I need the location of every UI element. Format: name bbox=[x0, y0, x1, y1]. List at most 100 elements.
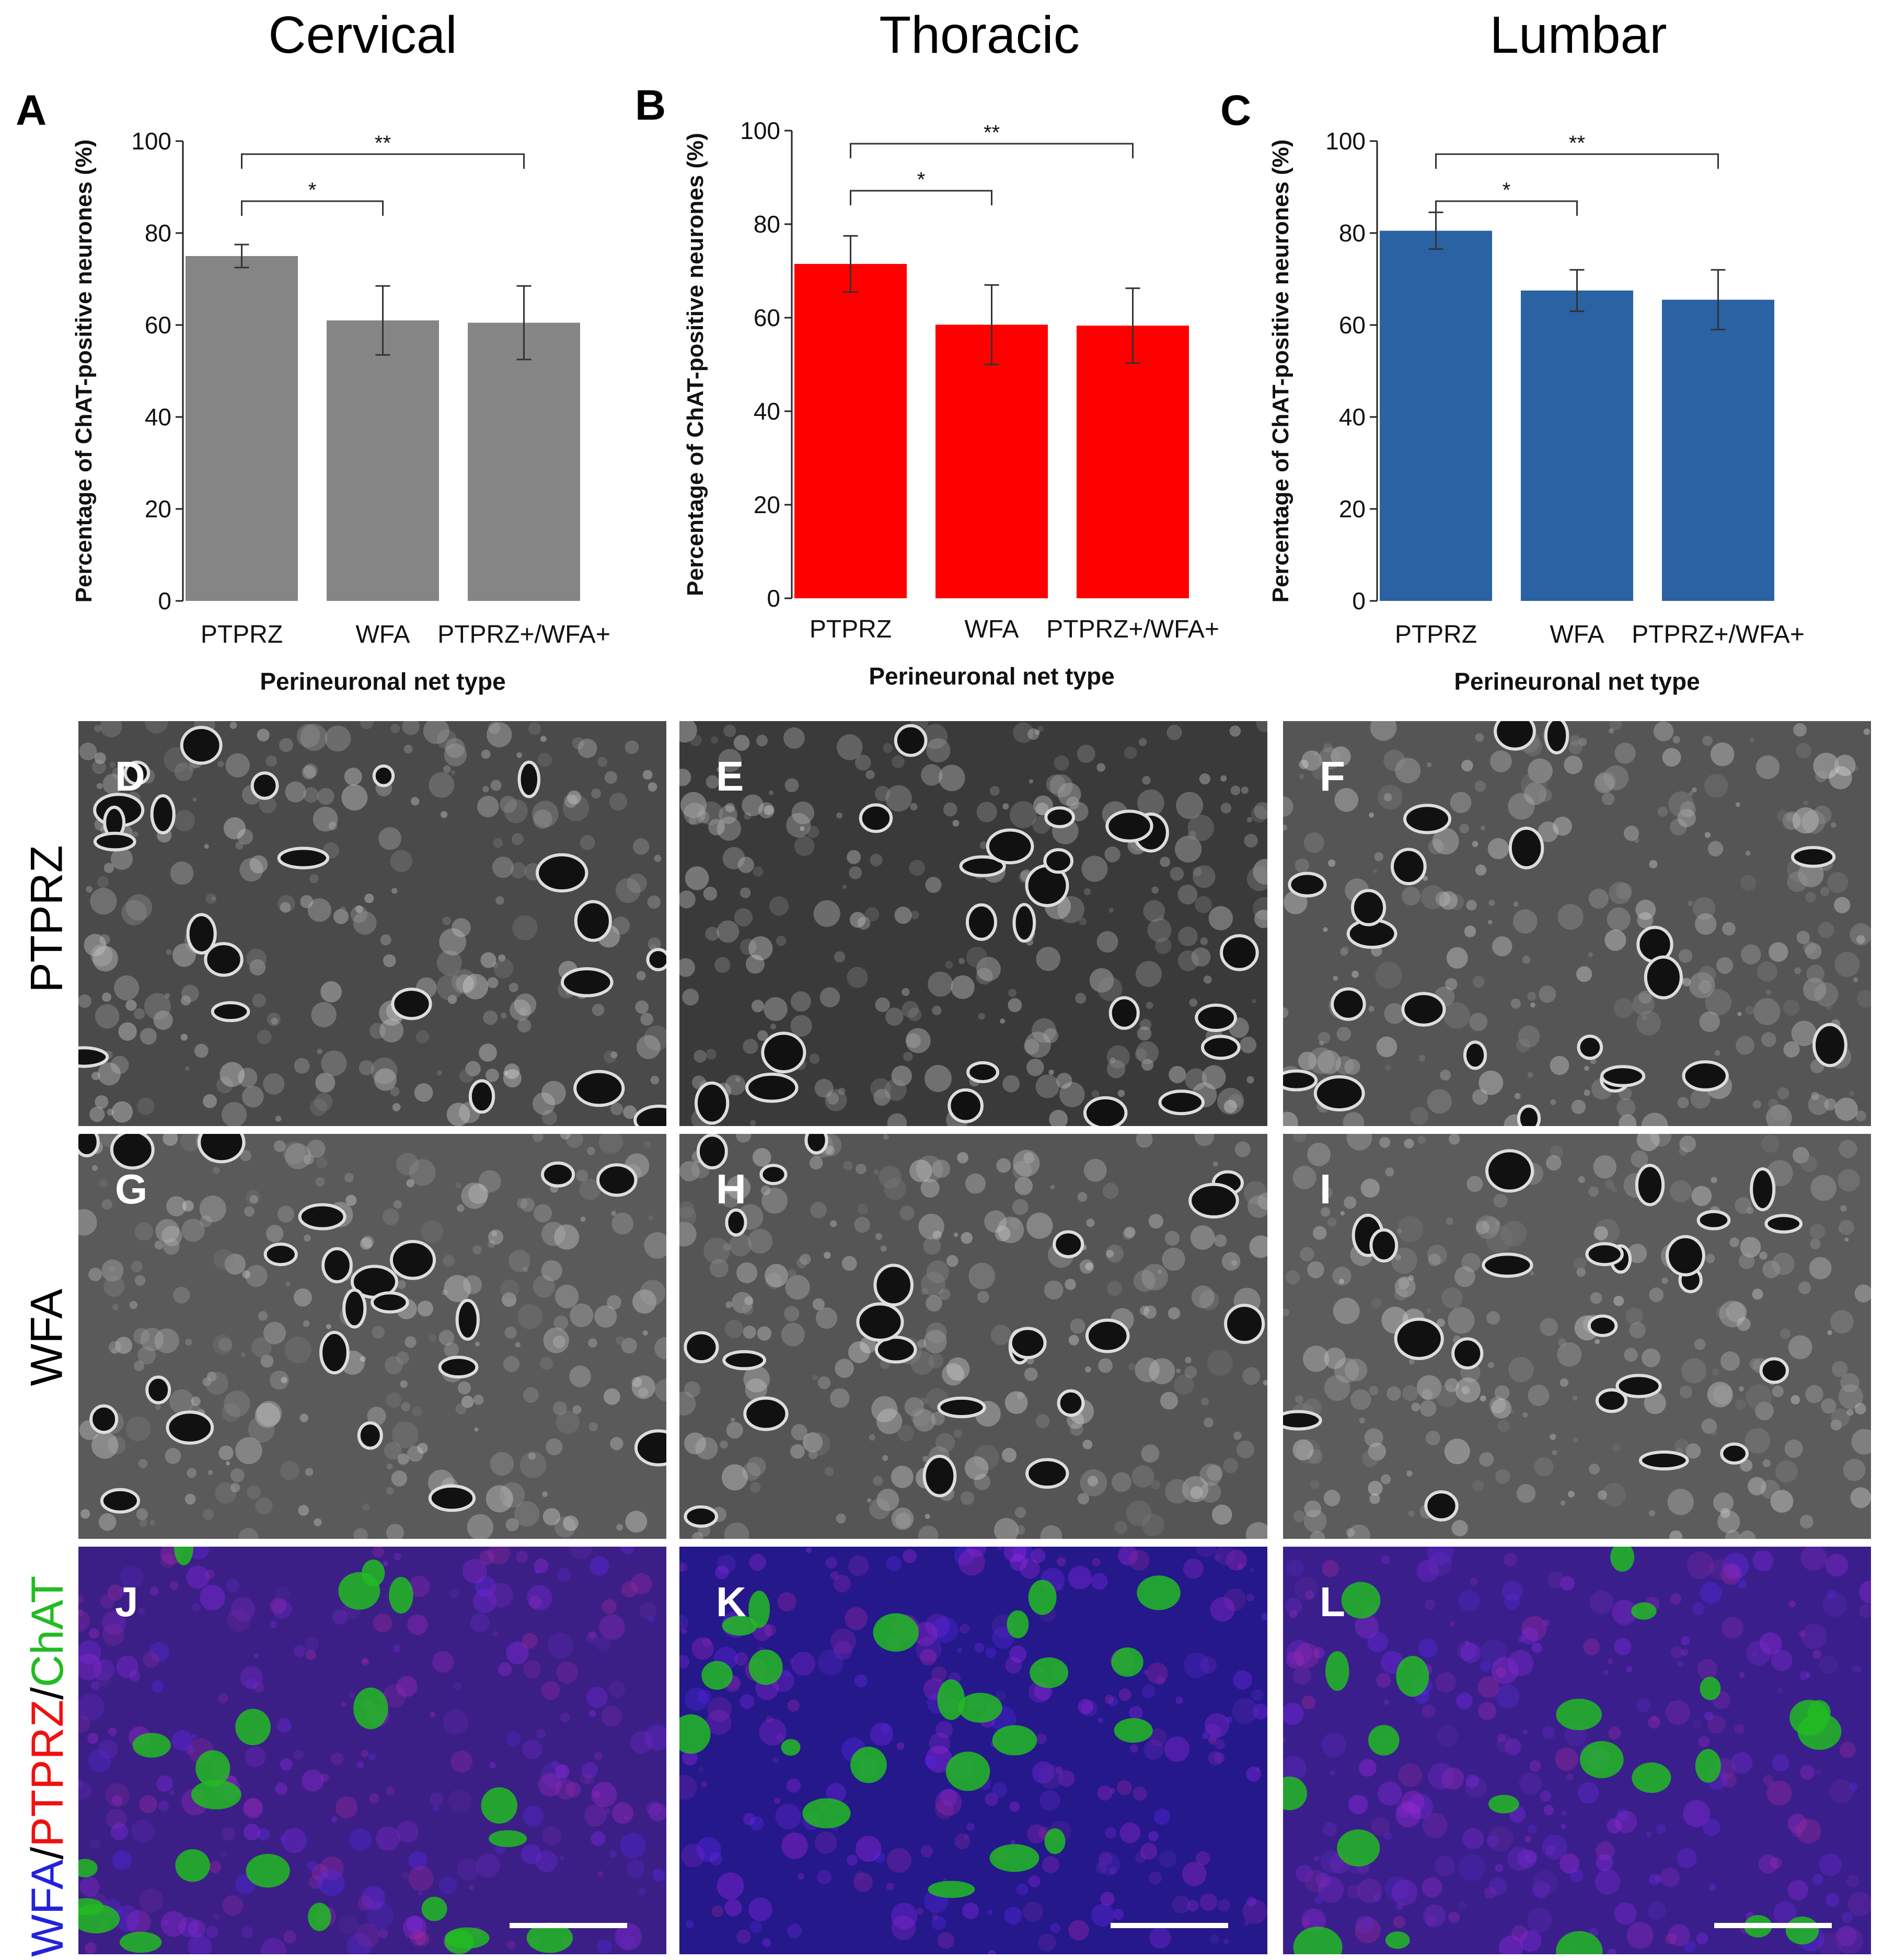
texture-speck bbox=[429, 1334, 436, 1342]
texture-speck bbox=[160, 1552, 175, 1568]
texture-speck bbox=[386, 1787, 395, 1795]
cell-soma bbox=[1188, 1182, 1239, 1219]
texture-speck bbox=[1595, 1869, 1621, 1895]
texture-speck bbox=[946, 1255, 958, 1267]
texture-speck bbox=[161, 1225, 182, 1247]
chat-positive-cell bbox=[873, 1613, 919, 1652]
texture-speck bbox=[679, 1207, 697, 1227]
texture-speck bbox=[1550, 1433, 1556, 1440]
texture-speck bbox=[562, 794, 590, 821]
texture-speck bbox=[1784, 1439, 1803, 1458]
texture-speck bbox=[1812, 1874, 1824, 1885]
texture-speck bbox=[244, 1206, 255, 1217]
texture-speck bbox=[107, 1436, 126, 1454]
texture-speck bbox=[1513, 909, 1538, 934]
texture-speck bbox=[1195, 1851, 1210, 1866]
texture-speck bbox=[463, 973, 489, 1000]
texture-speck bbox=[1507, 1847, 1531, 1871]
texture-speck bbox=[543, 1327, 569, 1353]
cell-soma bbox=[743, 1396, 789, 1431]
texture-speck bbox=[1182, 1861, 1207, 1886]
texture-speck bbox=[514, 1501, 540, 1527]
texture-speck bbox=[165, 1447, 181, 1464]
texture-speck bbox=[1339, 948, 1348, 956]
texture-speck bbox=[909, 1159, 932, 1182]
chat-positive-cell bbox=[1797, 1713, 1842, 1750]
texture-speck bbox=[859, 1337, 876, 1354]
texture-speck bbox=[731, 1417, 735, 1422]
texture-speck bbox=[1177, 950, 1199, 971]
texture-speck bbox=[215, 1482, 237, 1504]
texture-speck bbox=[938, 764, 965, 792]
texture-speck bbox=[695, 1437, 718, 1460]
texture-speck bbox=[1547, 1571, 1564, 1588]
texture-speck bbox=[1355, 1915, 1373, 1933]
texture-speck bbox=[1757, 961, 1777, 982]
texture-speck bbox=[1166, 725, 1182, 740]
texture-speck bbox=[1650, 1134, 1672, 1147]
texture-speck bbox=[1436, 1725, 1458, 1747]
texture-speck bbox=[604, 1808, 610, 1815]
texture-speck bbox=[710, 1259, 729, 1278]
texture-speck bbox=[1648, 1874, 1660, 1885]
texture-speck bbox=[1299, 759, 1309, 769]
texture-speck bbox=[216, 1076, 233, 1094]
texture-speck bbox=[764, 997, 788, 1021]
cell-soma bbox=[1451, 1337, 1484, 1370]
texture-speck bbox=[1417, 1135, 1426, 1144]
chat-positive-cell bbox=[421, 1896, 447, 1921]
texture-speck bbox=[1082, 1440, 1093, 1449]
texture-speck bbox=[315, 1073, 336, 1093]
texture-speck bbox=[1313, 1226, 1327, 1240]
chat-positive-cell bbox=[1700, 1676, 1721, 1700]
texture-speck bbox=[925, 877, 942, 893]
texture-speck bbox=[616, 1336, 625, 1345]
texture-speck bbox=[1027, 728, 1039, 740]
texture-speck bbox=[725, 1301, 733, 1308]
texture-speck bbox=[1164, 1231, 1180, 1246]
texture-speck bbox=[455, 974, 474, 993]
texture-speck bbox=[397, 1280, 406, 1290]
texture-speck bbox=[1420, 885, 1445, 910]
texture-speck bbox=[1418, 1054, 1426, 1062]
texture-speck bbox=[528, 722, 541, 735]
texture-speck bbox=[1825, 1003, 1832, 1011]
texture-speck bbox=[1852, 1665, 1859, 1673]
texture-speck bbox=[1839, 1742, 1856, 1758]
texture-speck bbox=[541, 1260, 562, 1281]
texture-speck bbox=[1559, 1378, 1568, 1387]
texture-speck bbox=[91, 1432, 119, 1459]
cell-soma bbox=[123, 760, 151, 786]
texture-speck bbox=[160, 1911, 187, 1937]
texture-speck bbox=[1334, 1358, 1359, 1383]
x-tick-label: PTPRZ+/WFA+ bbox=[1632, 621, 1805, 648]
texture-speck bbox=[405, 1336, 417, 1348]
texture-speck bbox=[1418, 1639, 1438, 1658]
texture-speck bbox=[111, 1795, 123, 1806]
texture-speck bbox=[1840, 1373, 1860, 1393]
texture-speck bbox=[1834, 952, 1860, 977]
texture-speck bbox=[857, 917, 871, 930]
x-tick-label: WFA bbox=[356, 621, 410, 648]
texture-speck bbox=[1594, 773, 1614, 794]
texture-speck bbox=[1827, 1330, 1832, 1335]
cell-soma bbox=[250, 771, 279, 800]
texture-speck bbox=[1068, 1565, 1092, 1590]
texture-speck bbox=[1026, 1824, 1046, 1843]
texture-speck bbox=[353, 911, 377, 935]
y-tick-label: 100 bbox=[131, 127, 171, 155]
texture-speck bbox=[1176, 792, 1204, 819]
texture-speck bbox=[615, 1923, 642, 1951]
texture-speck bbox=[1838, 1169, 1860, 1192]
texture-speck bbox=[1303, 1510, 1327, 1533]
texture-speck bbox=[453, 1682, 461, 1690]
texture-speck bbox=[630, 1573, 652, 1595]
chat-positive-cell bbox=[1137, 1575, 1181, 1610]
texture-speck bbox=[1783, 999, 1800, 1016]
texture-speck bbox=[492, 856, 514, 878]
texture-speck bbox=[331, 1816, 338, 1823]
texture-speck bbox=[1322, 1560, 1339, 1577]
texture-speck bbox=[257, 728, 270, 741]
texture-speck bbox=[742, 1304, 754, 1316]
texture-speck bbox=[432, 1805, 440, 1812]
